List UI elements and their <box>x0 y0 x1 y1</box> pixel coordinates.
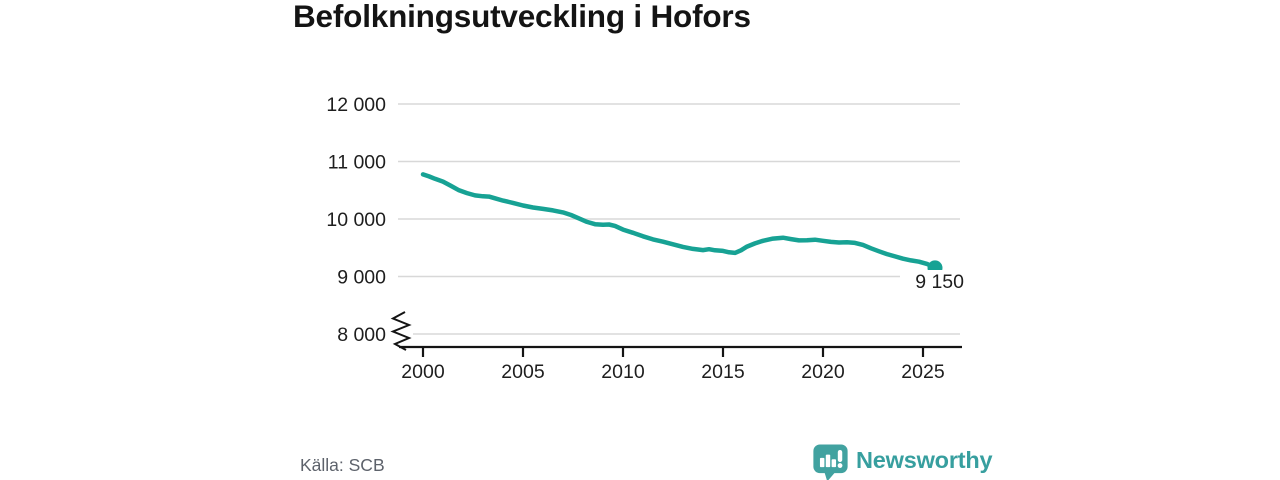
y-tick-label: 8 000 <box>337 324 386 346</box>
latest-value-label: 9 150 <box>900 270 964 295</box>
y-tick-label: 11 000 <box>328 152 386 174</box>
newsworthy-bubble-chart-icon <box>813 444 848 480</box>
x-tick-label: 2020 <box>801 361 845 383</box>
y-tick-label: 9 000 <box>337 267 386 289</box>
x-tick-label: 2015 <box>701 361 745 383</box>
population-line <box>420 172 938 271</box>
y-tick-label: 12 000 <box>326 94 386 116</box>
axis-break-icon <box>390 311 412 351</box>
newsworthy-wordmark: Newsworthy <box>856 447 993 473</box>
y-tick-label: 10 000 <box>326 209 386 231</box>
chart-title: Befolkningsutveckling i Hofors <box>293 0 751 34</box>
newsworthy-logo: Newsworthy <box>812 443 993 480</box>
source-caption: Källa: SCB <box>300 455 385 475</box>
x-tick-label: 2025 <box>901 361 945 383</box>
x-tick-label: 2000 <box>401 361 445 383</box>
x-tick-label: 2010 <box>601 361 645 383</box>
x-tick-label: 2005 <box>501 361 545 383</box>
